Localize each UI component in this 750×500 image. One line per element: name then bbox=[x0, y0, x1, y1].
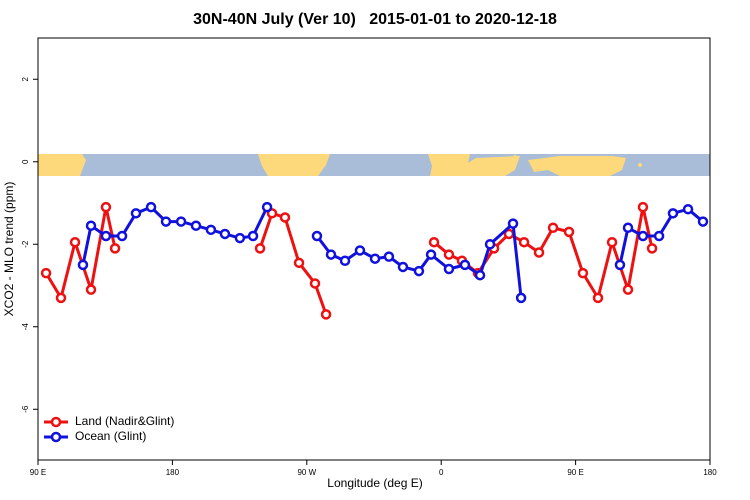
data-point bbox=[369, 253, 381, 264]
series-line bbox=[258, 211, 328, 315]
data-point bbox=[515, 292, 527, 304]
data-point bbox=[145, 201, 157, 213]
data-point bbox=[175, 216, 187, 227]
data-point bbox=[622, 222, 634, 234]
data-point bbox=[637, 230, 649, 242]
data-point bbox=[518, 236, 530, 248]
legend-marker bbox=[50, 416, 62, 428]
data-point bbox=[219, 228, 231, 240]
data-point bbox=[592, 292, 604, 304]
data-point bbox=[547, 222, 559, 234]
data-point bbox=[279, 212, 291, 223]
y-tick-label: -6 bbox=[21, 405, 30, 413]
data-point bbox=[507, 218, 519, 229]
data-point bbox=[622, 284, 634, 295]
x-tick-label: 180 bbox=[166, 468, 180, 477]
data-point bbox=[443, 263, 455, 275]
data-point bbox=[533, 247, 545, 258]
data-point bbox=[667, 208, 679, 219]
data-point bbox=[261, 201, 273, 213]
data-point bbox=[606, 236, 618, 248]
legend: Land (Nadir&Glint)Ocean (Glint) bbox=[44, 414, 174, 443]
data-point bbox=[130, 208, 142, 219]
x-tick-label: 90 E bbox=[30, 468, 46, 477]
data-point bbox=[577, 267, 589, 279]
data-point bbox=[69, 236, 81, 248]
data-point bbox=[190, 220, 202, 231]
data-point bbox=[85, 284, 97, 295]
legend-marker bbox=[50, 431, 62, 443]
series-line bbox=[44, 205, 117, 300]
data-point bbox=[160, 216, 172, 227]
x-tick-label: 90 W bbox=[297, 468, 316, 477]
chart-title: 30N-40N July (Ver 10) 2015-01-01 to 2020… bbox=[193, 11, 557, 28]
data-point bbox=[116, 230, 128, 242]
data-point bbox=[109, 243, 121, 254]
data-point bbox=[100, 230, 112, 242]
data-point bbox=[474, 269, 486, 281]
data-point bbox=[459, 259, 471, 271]
legend-label: Ocean (Glint) bbox=[75, 429, 146, 443]
data-point bbox=[354, 245, 366, 256]
data-point bbox=[234, 232, 246, 244]
y-axis-label: XCO2 - MLO trend (ppm) bbox=[2, 182, 16, 317]
data-point bbox=[247, 230, 259, 242]
data-point bbox=[425, 249, 437, 260]
data-point bbox=[484, 239, 496, 250]
data-point bbox=[397, 261, 409, 273]
data-point bbox=[413, 265, 425, 277]
y-tick-label: 2 bbox=[21, 76, 30, 81]
data-point bbox=[646, 243, 658, 254]
data-point bbox=[254, 243, 266, 254]
y-tick-label: 0 bbox=[21, 159, 30, 164]
legend-label: Land (Nadir&Glint) bbox=[75, 414, 174, 428]
data-point bbox=[85, 220, 97, 231]
data-point bbox=[563, 226, 575, 238]
data-point bbox=[77, 259, 89, 271]
data-point bbox=[383, 251, 395, 262]
map-strip bbox=[38, 154, 710, 176]
data-point bbox=[637, 201, 649, 213]
data-point bbox=[205, 224, 217, 236]
data-point bbox=[339, 255, 351, 267]
data-point bbox=[100, 201, 112, 213]
data-point bbox=[653, 230, 665, 242]
y-tick-label: -2 bbox=[21, 240, 30, 248]
y-tick-label: -4 bbox=[21, 323, 30, 331]
x-tick-label: 90 E bbox=[567, 468, 583, 477]
x-axis-label: Longitude (deg E) bbox=[327, 476, 422, 490]
data-point bbox=[55, 292, 67, 304]
data-point bbox=[428, 236, 440, 248]
data-point bbox=[325, 249, 337, 260]
data-point bbox=[309, 278, 321, 289]
data-point bbox=[40, 267, 52, 279]
plot-frame bbox=[37, 37, 711, 461]
data-point bbox=[320, 309, 332, 320]
data-point bbox=[311, 230, 323, 242]
data-point bbox=[682, 203, 694, 215]
data-point bbox=[697, 216, 709, 227]
x-tick-label: 0 bbox=[439, 468, 444, 477]
x-tick-label: 180 bbox=[703, 468, 717, 477]
data-point bbox=[443, 249, 455, 260]
data-point bbox=[293, 257, 305, 269]
data-point bbox=[614, 259, 626, 271]
